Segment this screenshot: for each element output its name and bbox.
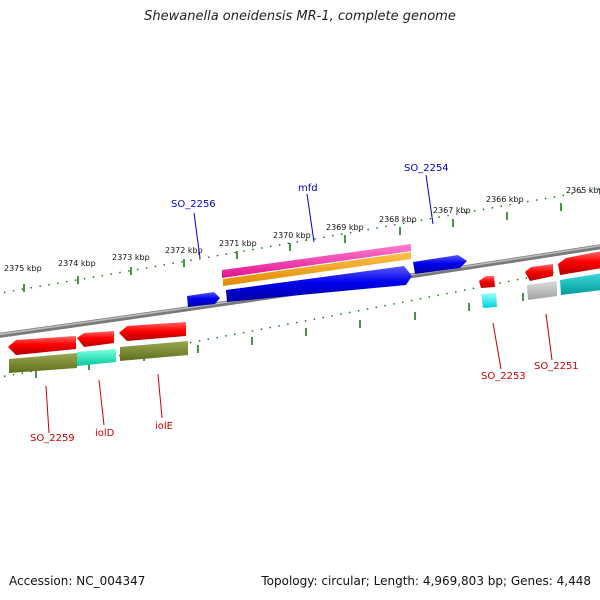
scale-label: 2375 kbp: [4, 264, 42, 273]
feature-so2259-olive[interactable]: [9, 353, 77, 373]
scale-label: 2368 kbp: [379, 215, 417, 224]
scale-label: 2367 kbp: [433, 206, 471, 215]
gene-label-so2259[interactable]: SO_2259: [30, 433, 75, 444]
gene-label-iole[interactable]: iolE: [155, 421, 173, 432]
feature-pink[interactable]: [222, 244, 411, 278]
feature-iold-teal[interactable]: [77, 349, 116, 366]
feature-so2253-cyan[interactable]: [481, 293, 497, 308]
feature-orange[interactable]: [223, 252, 411, 286]
gene-labels: SO_2256 mfd SO_2254 SO_2253 SO_2251 SO_2…: [30, 163, 579, 444]
scale-label: 2372 kbp: [165, 246, 203, 255]
reverse-genes: [8, 322, 188, 373]
genome-summary-text: Topology: circular; Length: 4,969,803 bp…: [261, 574, 591, 588]
gene-so2251[interactable]: [525, 264, 553, 281]
feature-gray[interactable]: [527, 281, 557, 300]
scale-label: 2369 kbp: [326, 223, 364, 232]
feature-iole-olive[interactable]: [120, 341, 188, 361]
scale-label: 2365 kbp: [566, 186, 600, 195]
scale-labels: 2365 kbp 2366 kbp 2367 kbp 2368 kbp 2369…: [4, 186, 600, 273]
gene-so2259[interactable]: [8, 336, 76, 355]
gene-label-iold[interactable]: iolD: [95, 428, 115, 439]
scale-label: 2373 kbp: [112, 253, 150, 262]
scale-label: 2371 kbp: [219, 239, 257, 248]
gene-so2256[interactable]: [187, 292, 220, 307]
feature-right-teal[interactable]: [560, 273, 600, 295]
gene-right-red[interactable]: [558, 251, 600, 275]
gene-so2253[interactable]: [479, 276, 495, 288]
forward-genes: [187, 244, 600, 308]
scale-label: 2366 kbp: [486, 195, 524, 204]
gene-mfd[interactable]: [226, 266, 412, 302]
gene-label-so2256[interactable]: SO_2256: [171, 199, 216, 210]
gene-iold[interactable]: [77, 331, 114, 347]
leader-lines: [45, 174, 553, 434]
map-title: Shewanella oneidensis MR-1, complete gen…: [144, 9, 456, 24]
scale-label: 2370 kbp: [273, 231, 311, 240]
gene-so2254[interactable]: [413, 255, 467, 274]
gene-label-so2254[interactable]: SO_2254: [404, 163, 449, 174]
inner-tick-track: [0, 262, 600, 378]
accession-text: Accession: NC_004347: [9, 574, 146, 588]
gene-label-so2253[interactable]: SO_2253: [481, 371, 526, 382]
outer-major-ticks: [23, 203, 562, 292]
scale-label: 2374 kbp: [58, 259, 96, 268]
gene-iole[interactable]: [119, 322, 186, 341]
inner-major-ticks: [35, 282, 578, 378]
gene-label-so2251[interactable]: SO_2251: [534, 361, 579, 372]
gene-label-mfd[interactable]: mfd: [298, 183, 318, 194]
